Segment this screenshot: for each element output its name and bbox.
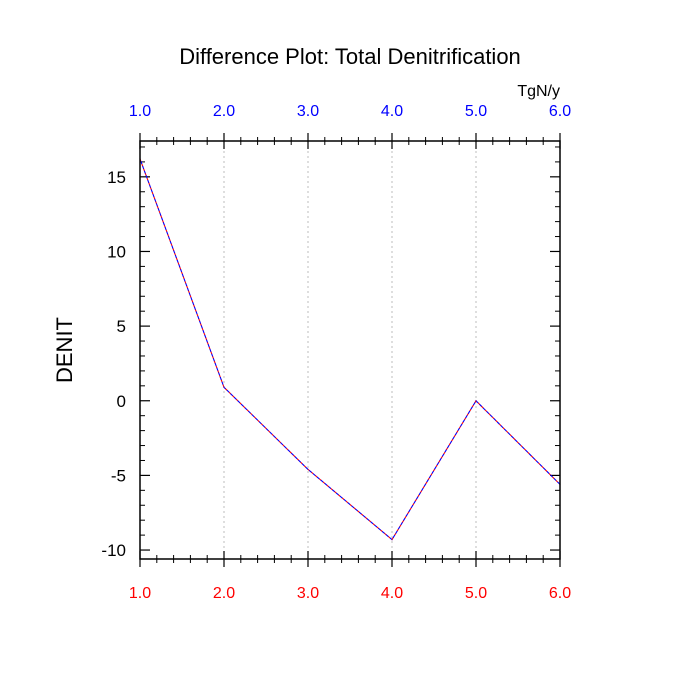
x-tick-label-bottom: 4.0 [381,585,403,602]
data-point [475,400,477,402]
grid-lines [223,141,477,559]
y-tick-label: -10 [101,541,126,560]
x-tick-label-top: 5.0 [465,103,487,120]
x-tick-label-bottom: 6.0 [549,585,571,602]
chart-title: Difference Plot: Total Denitrification [179,44,521,69]
x-tick-label-bottom: 1.0 [129,585,151,602]
data-point [307,468,309,471]
x-tick-label-top: 4.0 [381,103,403,120]
x-tick-label-top: 2.0 [213,103,235,120]
y-tick-label: 10 [107,242,126,261]
x-tick-label-bottom: 5.0 [465,585,487,602]
x-tick-label-top: 1.0 [129,103,151,120]
x-tick-label-bottom: 2.0 [213,585,235,602]
y-tick-label: 0 [117,392,126,411]
y-tick-label: 5 [117,317,126,336]
x-tick-label-top: 3.0 [297,103,319,120]
data-point [223,386,225,388]
data-series [139,158,561,541]
y-tick-label: 15 [107,168,126,187]
units-label: TgN/y [517,83,560,100]
x-tick-label-top: 6.0 [549,103,571,120]
plot-frame [139,140,561,560]
series-line-blue [139,158,561,541]
y-axis-label: DENIT [52,317,77,383]
tick-labels: 1.0 1.0 2.0 2.0 3.0 3.0 4.0 4.0 5.0 5.0 6.0 6.0 15 10… [101,103,571,602]
data-point [391,538,393,541]
x-tick-label-bottom: 3.0 [297,585,319,602]
series-line-red [139,158,561,541]
axis-ticks [139,133,561,567]
y-tick-label: -5 [111,466,126,485]
